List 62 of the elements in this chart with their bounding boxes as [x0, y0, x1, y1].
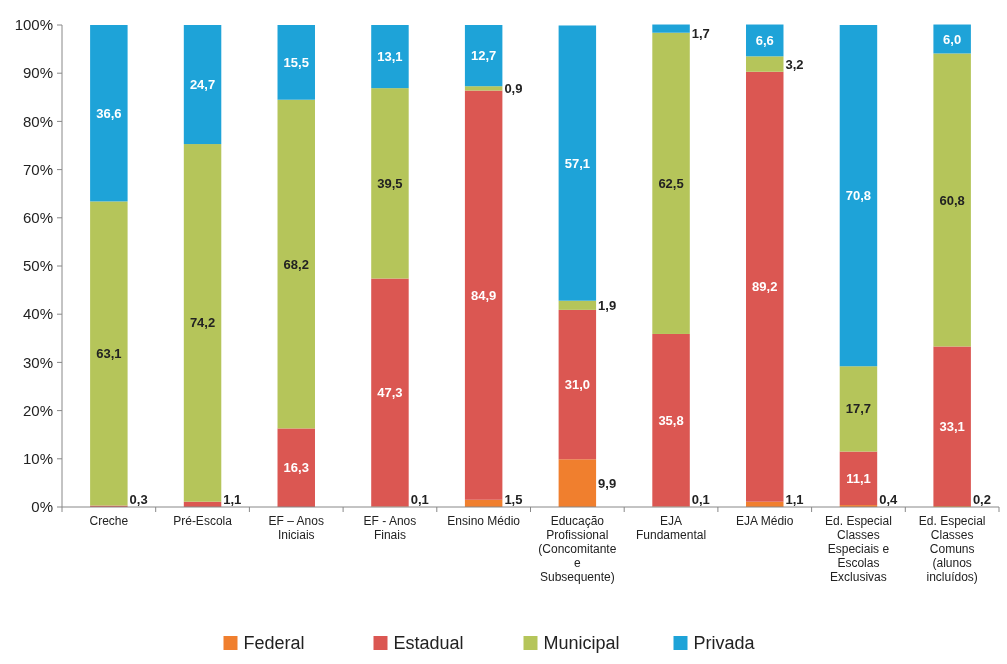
legend-label: Federal	[243, 633, 305, 653]
data-label: 39,5	[377, 175, 403, 191]
y-tick-label: 90%	[22, 64, 53, 82]
data-label: 1,9	[598, 297, 617, 313]
data-label: 1,1	[785, 491, 804, 507]
data-label: 0,1	[410, 491, 429, 507]
data-label: 60,8	[939, 192, 965, 208]
data-label: 84,9	[470, 287, 497, 303]
y-tick-label: 40%	[22, 305, 53, 323]
data-label: 57,1	[564, 155, 591, 171]
data-label: 36,6	[96, 105, 122, 121]
data-label: 0,9	[504, 80, 523, 96]
y-tick-label: 30%	[22, 353, 53, 371]
data-label: 16,3	[283, 460, 309, 476]
data-label: 11,1	[846, 470, 871, 486]
y-tick-label: 0%	[31, 498, 53, 516]
data-label: 33,1	[939, 418, 965, 434]
x-tick-label: EF - Anos Finais	[363, 514, 417, 542]
y-tick-label: 70%	[22, 160, 53, 178]
data-label: 62,5	[658, 175, 684, 191]
data-label: 1,1	[223, 491, 242, 507]
legend-label: Privada	[693, 633, 756, 653]
data-label: 15,5	[283, 54, 309, 70]
data-label: 1,5	[504, 491, 523, 507]
x-tick-label: Pré-Escola	[173, 514, 233, 528]
data-label: 63,1	[96, 346, 122, 362]
data-label: 0,1	[691, 491, 710, 507]
x-tick-label: Ed. Especial Classes Comuns (alunos incluídos)	[918, 514, 986, 584]
data-label: 1,7	[691, 25, 710, 41]
y-tick-label: 80%	[22, 112, 53, 130]
x-tick-label: Educação Profissional (Concomitante e Subsequente)	[538, 514, 617, 584]
y-tick-label: 20%	[22, 401, 53, 419]
x-tick-label: EF – Anos Iniciais	[268, 514, 324, 542]
data-label: 68,2	[283, 256, 309, 272]
data-label: 74,2	[189, 315, 216, 331]
x-tick-label: Ed. Especial Classes Especiais e Escolas Exclusivas	[825, 514, 892, 584]
data-label: 17,7	[845, 401, 872, 417]
data-label: 0,3	[129, 491, 148, 507]
data-label: 31,0	[564, 377, 591, 393]
legend-label: Municipal	[543, 633, 620, 653]
x-tick-label: Ensino Médio	[447, 514, 521, 528]
y-tick-label: 60%	[22, 209, 53, 227]
data-label: 6,6	[755, 32, 774, 48]
data-label: 35,8	[658, 412, 684, 428]
data-label: 12,7	[470, 48, 497, 64]
y-tick-label: 100%	[14, 16, 53, 34]
data-label: 9,9	[598, 475, 617, 491]
data-label: 6,0	[943, 31, 962, 47]
x-tick-label: EJA Fundamental	[636, 514, 707, 542]
x-tick-label: Creche	[89, 514, 129, 528]
data-label: 0,4	[879, 491, 899, 507]
data-label: 0,2	[972, 491, 991, 507]
legend-label: Estadual	[393, 633, 464, 653]
data-label: 89,2	[752, 279, 778, 295]
data-label: 70,8	[845, 188, 872, 204]
data-label: 24,7	[189, 77, 216, 93]
data-label: 3,2	[785, 56, 804, 72]
y-tick-label: 50%	[22, 257, 53, 275]
y-tick-label: 10%	[22, 450, 53, 468]
x-tick-label: EJA Médio	[736, 514, 794, 528]
data-label: 13,1	[377, 49, 403, 65]
data-label: 47,3	[377, 385, 403, 401]
